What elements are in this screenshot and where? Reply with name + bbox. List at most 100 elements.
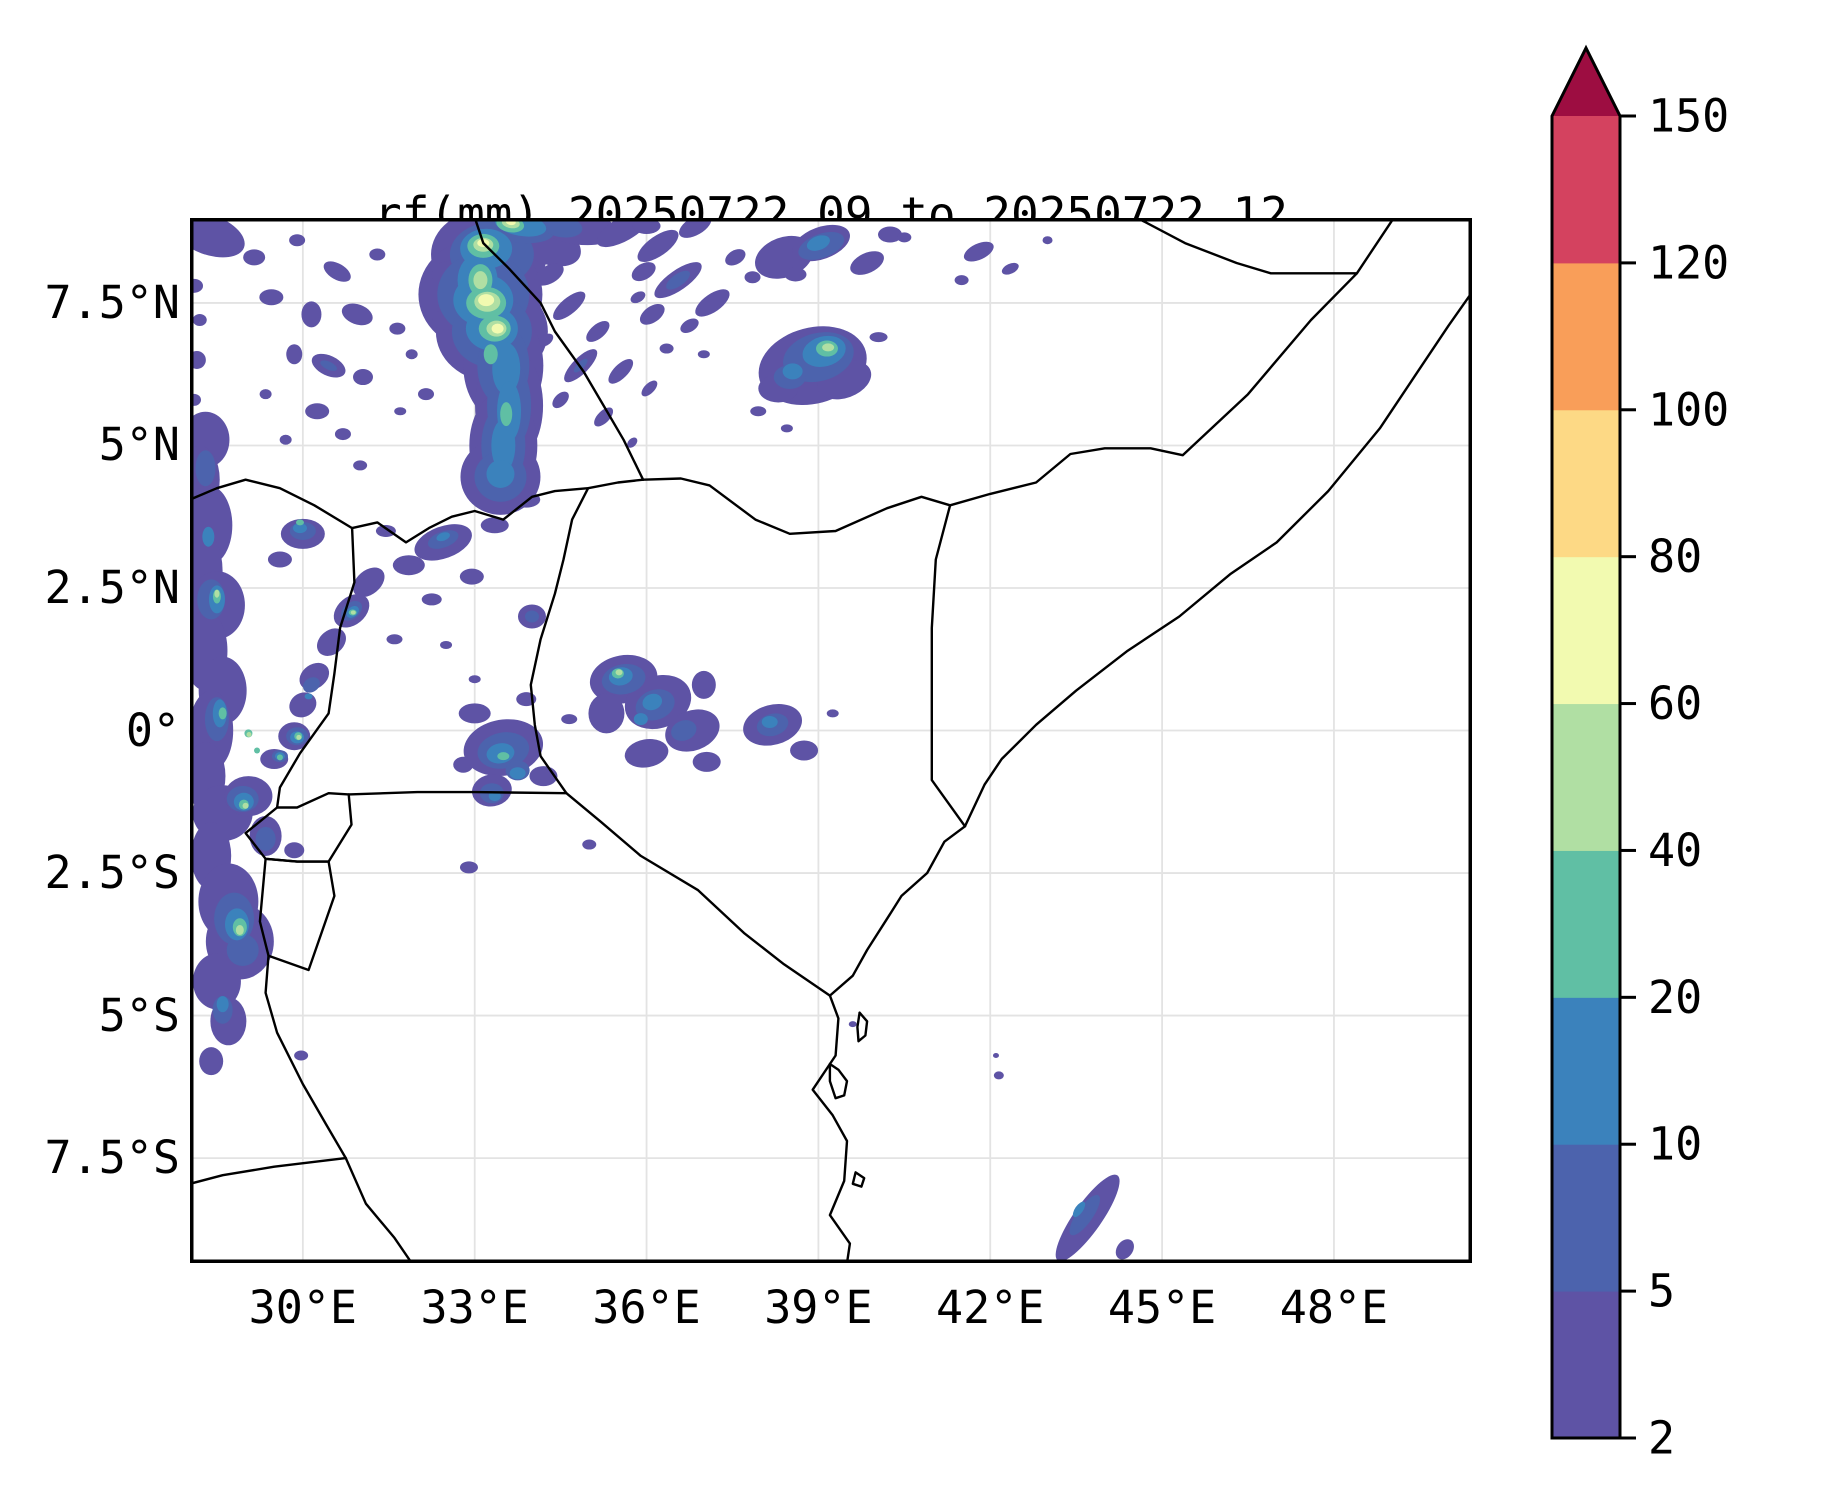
border-uganda-tanzania-kenya-tanzania: [347, 790, 832, 997]
rain-cell: [459, 861, 478, 874]
rain-cell: [1042, 236, 1053, 245]
rain-cell: [671, 720, 697, 741]
rain-cell: [192, 314, 207, 327]
rain-cell: [352, 567, 385, 598]
rain-cell: [782, 363, 803, 380]
rain-cell: [524, 610, 539, 623]
rain-cell: [473, 271, 488, 290]
rain-cell: [642, 693, 663, 711]
rain-cell: [963, 241, 994, 262]
rain-cell: [242, 802, 249, 809]
rain-cell: [279, 434, 292, 445]
colorbar-segment: [1552, 556, 1620, 705]
rain-cell: [259, 389, 272, 400]
y-tick-label: 2.5°S: [44, 846, 180, 900]
rain-cell: [254, 747, 261, 754]
rain-cell: [259, 289, 284, 306]
rain-cell: [392, 555, 425, 576]
border-drc-southsudan-uganda-kenya-north: [190, 478, 645, 544]
rain-cell: [334, 428, 351, 441]
rain-cell: [369, 248, 386, 261]
border-coastline: [811, 290, 1472, 1263]
rain-cell: [458, 703, 491, 724]
rain-cell: [492, 342, 521, 395]
rain-cell: [1001, 262, 1019, 275]
rain-cell: [784, 267, 807, 282]
y-tick-label: 0°: [125, 703, 180, 757]
border-zanzibar-island: [828, 1062, 849, 1100]
colorbar-tick-label: 60: [1648, 677, 1702, 730]
rain-cell: [639, 303, 665, 325]
x-tick-label: 45°E: [1107, 1281, 1217, 1334]
rain-cell: [897, 232, 912, 243]
rain-cell: [822, 343, 835, 352]
colorbar-tick-label: 120: [1648, 236, 1729, 289]
rain-cell: [509, 767, 526, 780]
rain-cell: [588, 693, 625, 734]
border-ethiopia-somalia: [948, 218, 1396, 507]
colorbar-tick-label: 150: [1648, 90, 1729, 143]
y-tick-label: 5°S: [98, 988, 180, 1042]
x-tick-label: 39°E: [764, 1281, 873, 1334]
rain-cell: [418, 388, 435, 401]
rain-cell: [615, 669, 623, 676]
rain-cell: [826, 709, 839, 718]
rain-cell: [552, 391, 569, 409]
rain-cell: [697, 350, 710, 359]
rain-cell: [500, 402, 513, 427]
rain-cell: [848, 1021, 857, 1028]
rain-cell: [744, 271, 761, 284]
rain-cell: [488, 791, 501, 802]
rain-cell: [202, 526, 215, 547]
rain-cell: [680, 318, 699, 333]
rain-cell: [218, 707, 227, 720]
rain-cell: [294, 1050, 309, 1061]
rain-cell: [695, 289, 730, 317]
border-pemba-island: [856, 1011, 869, 1043]
border-burundi: [258, 857, 336, 972]
colorbar-segment: [1552, 1144, 1620, 1292]
map-frame: [190, 218, 1472, 1263]
y-tick-label: 2.5°N: [44, 560, 180, 614]
rain-cell: [235, 925, 244, 936]
rain-cell: [491, 323, 504, 334]
rain-cell: [954, 275, 969, 286]
rain-cell: [375, 524, 396, 537]
map-svg: [190, 218, 1472, 1263]
rain-cell: [478, 294, 495, 307]
rain-cell: [295, 519, 304, 526]
rain-cell: [386, 634, 403, 645]
rain-cell: [243, 249, 266, 266]
rain-cell: [631, 262, 656, 282]
border-drc-tanzania-lake-tanganyika: [264, 954, 413, 1263]
rain-cell: [226, 934, 259, 967]
rain-cell: [878, 226, 903, 243]
border-kenya-somalia: [930, 504, 967, 828]
rain-cell: [453, 756, 474, 773]
rain-cell: [1072, 1201, 1086, 1218]
rain-cell: [303, 677, 320, 693]
colorbar-tick-label: 80: [1648, 530, 1702, 583]
x-tick-label: 30°E: [248, 1281, 358, 1334]
rain-cell: [436, 532, 450, 542]
rain-cell: [190, 350, 206, 369]
rain-cell: [637, 229, 679, 262]
rain-cell: [691, 670, 716, 699]
rain-cell: [483, 344, 498, 365]
rain-cell: [627, 437, 638, 448]
rain-cell: [632, 218, 661, 234]
rain-cell: [284, 842, 305, 859]
border-mafia-island: [851, 1171, 866, 1188]
border-ethiopia-somaliland-djibouti: [1135, 218, 1359, 275]
rain-cell: [305, 403, 330, 420]
colorbar-tick-label: 10: [1648, 1118, 1702, 1171]
map-plot-area: [190, 218, 1472, 1263]
x-tick-label: 36°E: [592, 1281, 701, 1334]
rain-cell: [214, 589, 220, 598]
rain-cell: [586, 320, 610, 342]
colorbar-tick-label: 40: [1648, 824, 1702, 877]
colorbar-segment: [1552, 116, 1620, 264]
x-tick-label: 48°E: [1279, 1281, 1389, 1334]
rain-cell: [289, 234, 306, 247]
